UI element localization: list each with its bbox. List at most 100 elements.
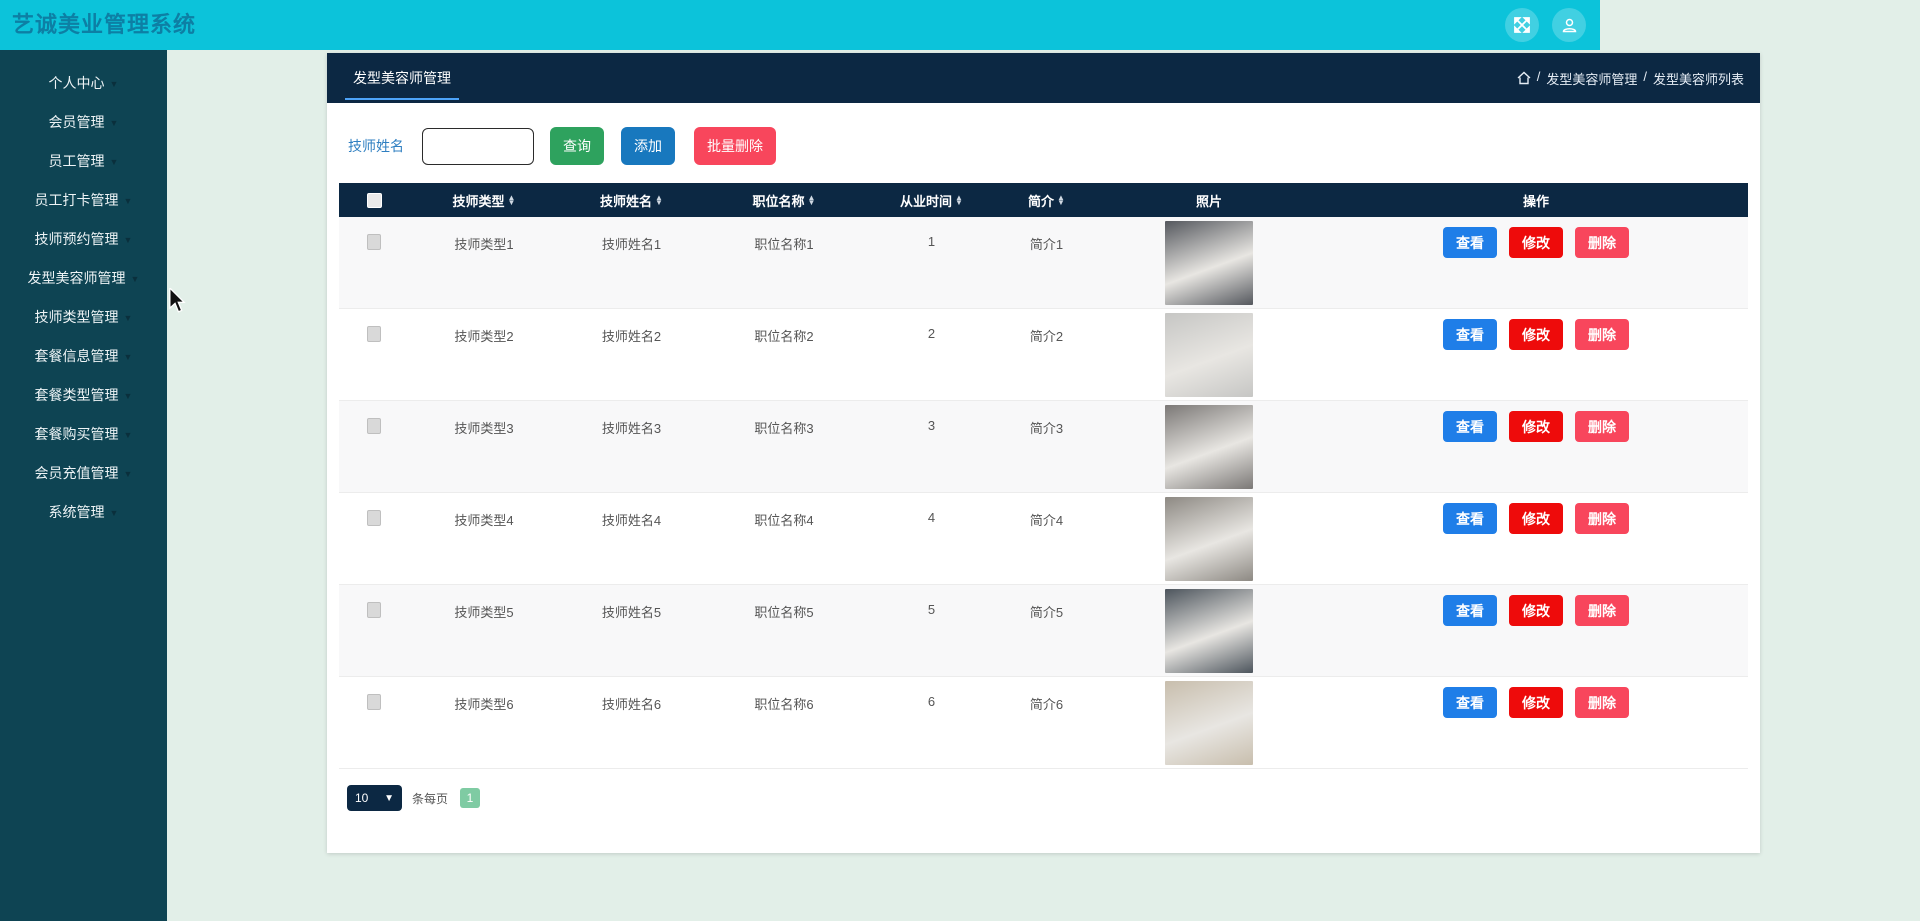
delete-button[interactable]: 删除 [1575, 687, 1629, 718]
cell-intro: 简介1 [1029, 237, 1064, 252]
query-button[interactable]: 查询 [550, 127, 604, 165]
breadcrumb-item-1[interactable]: 发型美容师列表 [1652, 71, 1744, 87]
column-header-7: 操作 [1324, 183, 1748, 217]
user-button[interactable] [1552, 8, 1586, 42]
fullscreen-icon [1514, 17, 1530, 33]
sidebar-item-9[interactable]: 套餐购买管理 ▼ [0, 415, 167, 454]
row-checkbox[interactable] [367, 418, 381, 434]
fullscreen-button[interactable] [1505, 8, 1539, 42]
row-checkbox-cell [339, 493, 409, 584]
sidebar-item-label: 会员管理 [48, 114, 105, 130]
sidebar-item-label: 套餐信息管理 [34, 348, 119, 364]
table-row: 技师类型2 技师姓名2 职位名称2 2 简介2 查看 修改 删除 [339, 309, 1748, 401]
breadcrumb-items: / 发型美容师管理 / 发型美容师列表 [1537, 69, 1744, 88]
column-header-2[interactable]: 技师姓名 ▲ ▼ [559, 183, 704, 217]
caret-down-icon: ▼ [123, 235, 133, 245]
column-header-3[interactable]: 职位名称 ▲ ▼ [704, 183, 864, 217]
app-title: 艺诚美业管理系统 [12, 12, 197, 37]
sort-icon: ▲ ▼ [507, 193, 516, 207]
sidebar-item-label: 技师预约管理 [34, 231, 119, 247]
delete-button[interactable]: 删除 [1575, 319, 1629, 350]
sidebar-item-1[interactable]: 会员管理 ▼ [0, 103, 167, 142]
sidebar-item-6[interactable]: 技师类型管理 ▼ [0, 298, 167, 337]
edit-button[interactable]: 修改 [1509, 319, 1563, 350]
sidebar-item-8[interactable]: 套餐类型管理 ▼ [0, 376, 167, 415]
sidebar: 个人中心 ▼ 会员管理 ▼ 员工管理 ▼ 员工打卡管理 ▼ 技师预约管理 ▼ 发型美容师管理 ▼ 技师类… [0, 50, 167, 921]
content-panel: 发型美容师管理 / 发型美容师管理 / 发型美容师列表 技师姓名 查询 添加 批量删除… [327, 53, 1760, 853]
caret-down-icon: ▼ [130, 274, 140, 284]
row-checkbox[interactable] [367, 602, 381, 618]
add-button[interactable]: 添加 [621, 127, 675, 165]
sidebar-item-11[interactable]: 系统管理 ▼ [0, 493, 167, 532]
tab-hairdresser-management[interactable]: 发型美容师管理 [345, 53, 459, 100]
column-label: 技师姓名 [600, 193, 653, 209]
view-button[interactable]: 查看 [1443, 595, 1497, 626]
caret-down-icon: ▼ [123, 430, 133, 440]
sidebar-item-0[interactable]: 个人中心 ▼ [0, 64, 167, 103]
sidebar-item-5[interactable]: 发型美容师管理 ▼ [0, 259, 167, 298]
sidebar-item-4[interactable]: 技师预约管理 ▼ [0, 220, 167, 259]
edit-button[interactable]: 修改 [1509, 227, 1563, 258]
cell-type: 技师类型4 [454, 513, 514, 528]
cell-actions: 查看 修改 删除 [1324, 309, 1748, 400]
breadcrumb-separator: / [1536, 68, 1541, 84]
caret-down-icon: ▼ [123, 313, 133, 323]
edit-button[interactable]: 修改 [1509, 503, 1563, 534]
row-checkbox[interactable] [367, 234, 381, 250]
home-icon[interactable] [1517, 71, 1531, 85]
row-checkbox-cell [339, 585, 409, 676]
breadcrumb-item-0[interactable]: 发型美容师管理 [1546, 71, 1638, 87]
cell-intro: 简介2 [1029, 329, 1064, 344]
view-button[interactable]: 查看 [1443, 227, 1497, 258]
column-header-4[interactable]: 从业时间 ▲ ▼ [864, 183, 999, 217]
table-row: 技师类型3 技师姓名3 职位名称3 3 简介3 查看 修改 删除 [339, 401, 1748, 493]
column-header-5[interactable]: 简介 ▲ ▼ [999, 183, 1094, 217]
cell-years: 3 [927, 418, 936, 433]
cell-years: 2 [927, 326, 936, 341]
view-button[interactable]: 查看 [1443, 503, 1497, 534]
cell-type: 技师类型6 [454, 697, 514, 712]
top-header-bar: 艺诚美业管理系统 [0, 0, 1600, 50]
sort-icon: ▲ ▼ [1057, 193, 1065, 207]
select-all-checkbox[interactable] [366, 192, 382, 208]
view-button[interactable]: 查看 [1443, 319, 1497, 350]
delete-button[interactable]: 删除 [1575, 503, 1629, 534]
column-header-1[interactable]: 技师类型 ▲ ▼ [409, 183, 559, 217]
caret-down-icon: ▼ [123, 469, 133, 479]
cell-name: 技师姓名1 [601, 237, 662, 252]
row-checkbox[interactable] [367, 694, 381, 710]
edit-button[interactable]: 修改 [1509, 687, 1563, 718]
page-size-select[interactable]: 10 ▼ [347, 785, 402, 811]
cell-actions: 查看 修改 删除 [1324, 401, 1748, 492]
cell-photo [1094, 401, 1324, 492]
sidebar-item-label: 员工打卡管理 [34, 192, 119, 208]
column-label: 技师类型 [452, 193, 505, 209]
cell-name: 技师姓名2 [601, 329, 662, 344]
row-checkbox[interactable] [367, 510, 381, 526]
delete-button[interactable]: 删除 [1575, 227, 1629, 258]
batch-delete-button[interactable]: 批量删除 [694, 127, 776, 165]
table-row: 技师类型6 技师姓名6 职位名称6 6 简介6 查看 修改 删除 [339, 677, 1748, 769]
delete-button[interactable]: 删除 [1575, 595, 1629, 626]
view-button[interactable]: 查看 [1443, 687, 1497, 718]
sidebar-item-3[interactable]: 员工打卡管理 ▼ [0, 181, 167, 220]
sidebar-item-10[interactable]: 会员充值管理 ▼ [0, 454, 167, 493]
search-input[interactable] [422, 127, 534, 165]
table-header-row: 技师类型 ▲ ▼ 技师姓名 ▲ ▼ 职位名称 ▲ ▼ 从业时间 ▲ ▼ 简介 ▲ ▼ 照片 操作 [339, 183, 1748, 217]
edit-button[interactable]: 修改 [1509, 411, 1563, 442]
cell-position: 职位名称3 [754, 421, 814, 436]
table-row: 技师类型5 技师姓名5 职位名称5 5 简介5 查看 修改 删除 [339, 585, 1748, 677]
sort-icon: ▲ ▼ [807, 193, 816, 207]
sidebar-item-2[interactable]: 员工管理 ▼ [0, 142, 167, 181]
page-number-button[interactable]: 1 [460, 788, 481, 808]
sidebar-item-7[interactable]: 套餐信息管理 ▼ [0, 337, 167, 376]
caret-down-icon: ▼ [109, 118, 119, 128]
edit-button[interactable]: 修改 [1509, 595, 1563, 626]
view-button[interactable]: 查看 [1443, 411, 1497, 442]
cell-actions: 查看 修改 删除 [1324, 493, 1748, 584]
caret-down-icon: ▼ [123, 391, 133, 401]
cell-years: 5 [927, 602, 936, 617]
row-checkbox[interactable] [367, 326, 381, 342]
delete-button[interactable]: 删除 [1575, 411, 1629, 442]
cell-type: 技师类型1 [454, 237, 514, 252]
